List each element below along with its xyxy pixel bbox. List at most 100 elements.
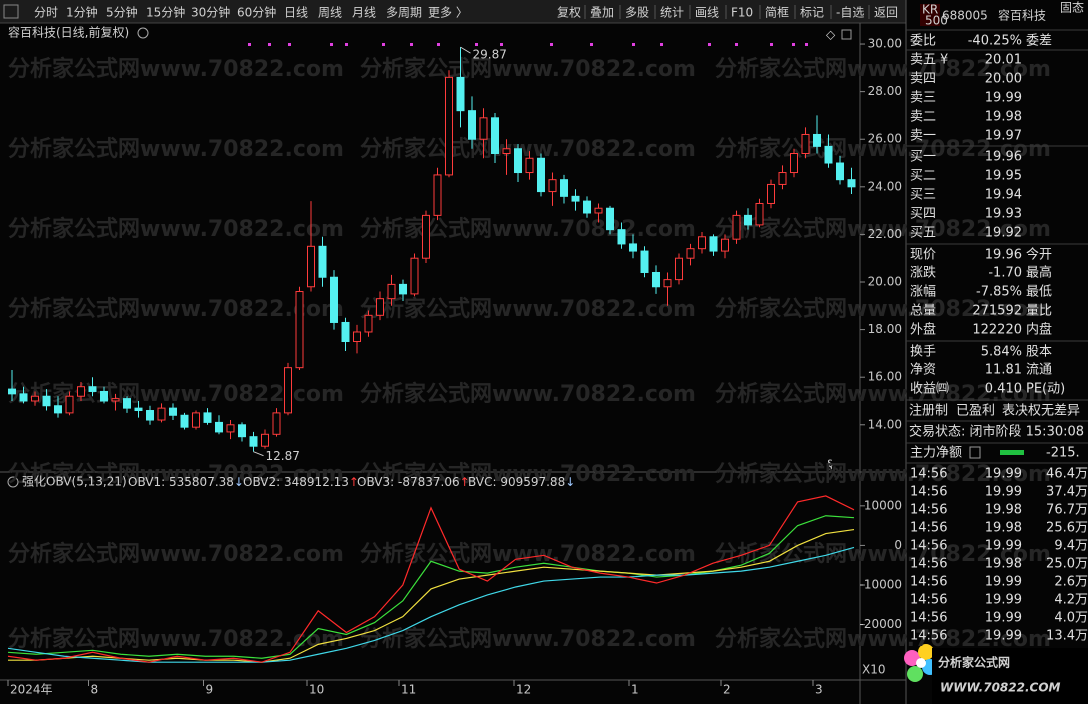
period-tab[interactable]: 月线 bbox=[352, 6, 376, 20]
candle-body bbox=[755, 202, 764, 226]
candle-body bbox=[249, 436, 258, 447]
logo-box bbox=[932, 648, 1088, 704]
book-price: 19.95 bbox=[985, 169, 1022, 184]
candle-body bbox=[42, 395, 51, 407]
tick-volume: 4.2万 bbox=[1054, 593, 1088, 608]
tool-button[interactable]: 标记 bbox=[800, 6, 824, 20]
y2-tick-label: -10000 bbox=[859, 578, 902, 592]
signal-dot bbox=[590, 43, 593, 46]
tool-button[interactable]: 复权 bbox=[557, 6, 581, 20]
watermark: 分析家公式网www.70822.com bbox=[715, 541, 1051, 567]
badge-text: KR bbox=[922, 3, 938, 17]
tool-button[interactable]: 多股 bbox=[625, 6, 649, 20]
candle-body bbox=[617, 229, 626, 245]
candle-body bbox=[744, 214, 752, 226]
signal-dot bbox=[805, 43, 808, 46]
book-label: 买一 bbox=[910, 150, 936, 165]
high-label: 29.87 bbox=[473, 48, 507, 62]
period-tab[interactable]: 1分钟 bbox=[66, 5, 98, 20]
badge bbox=[920, 4, 940, 26]
legend-part: 535807.38 bbox=[169, 475, 234, 489]
book-label: 卖五 bbox=[910, 53, 936, 68]
candle-body bbox=[560, 179, 568, 197]
indicator-title: 强化OBV(5,13,21) bbox=[22, 475, 127, 489]
y-tick-label: 28.00 bbox=[868, 84, 902, 98]
stat-label: 涨幅 bbox=[910, 285, 936, 300]
y-tick-label: 20.00 bbox=[868, 275, 902, 289]
watermark: 分析家公式网www.70822.com bbox=[360, 541, 696, 567]
candle-body bbox=[146, 410, 154, 421]
period-tab[interactable]: 日线 bbox=[284, 6, 308, 20]
candle-body bbox=[341, 321, 350, 342]
candle-body bbox=[767, 183, 775, 204]
tick-volume: 2.6万 bbox=[1054, 575, 1088, 590]
tick-price: 19.98 bbox=[985, 521, 1022, 536]
watermark: 分析家公式网www.70822.com bbox=[8, 626, 344, 652]
y-tick-label: 22.00 bbox=[868, 227, 902, 241]
info-tag: 表决权无差异 bbox=[1002, 403, 1080, 419]
tool-button[interactable]: 统计 bbox=[660, 6, 684, 20]
title-dropdown[interactable] bbox=[137, 27, 149, 39]
x-tick-label: 1 bbox=[631, 683, 639, 697]
book-price: 19.94 bbox=[985, 188, 1022, 203]
period-tab[interactable]: 30分钟 bbox=[191, 5, 230, 20]
tool-button[interactable]: F10 bbox=[731, 6, 753, 20]
period-tab[interactable]: 更多 〉 bbox=[428, 6, 468, 20]
stat-value: 5.84% bbox=[981, 345, 1022, 360]
legend-part: 348912.13 bbox=[284, 475, 349, 489]
candle-body bbox=[629, 243, 637, 252]
period-tab[interactable]: 周线 bbox=[318, 6, 342, 20]
tick-price: 19.99 bbox=[985, 539, 1022, 554]
stat-label: 外盘 bbox=[910, 322, 936, 338]
window-icon bbox=[841, 29, 852, 40]
signal-dot bbox=[770, 43, 773, 46]
tool-button[interactable]: 叠加 bbox=[590, 6, 614, 20]
legend-part: ↑ bbox=[460, 475, 470, 489]
indicator-dropdown[interactable] bbox=[7, 476, 19, 488]
chart-title: 容百科技(日线,前复权) bbox=[8, 25, 129, 40]
period-tab[interactable]: 分时 bbox=[34, 6, 58, 20]
x-tick-label: 9 bbox=[206, 683, 214, 697]
candle-body bbox=[675, 257, 683, 281]
legend-entry: BVC: 909597.88↓ bbox=[468, 475, 575, 489]
period-tab[interactable]: 60分钟 bbox=[237, 5, 276, 20]
candle-body bbox=[606, 207, 614, 231]
candle-body bbox=[364, 314, 373, 333]
period-tab[interactable]: 多周期 bbox=[386, 6, 422, 20]
stat-tail: 内盘 bbox=[1026, 322, 1052, 338]
watermark: 分析家公式网www.70822.com bbox=[8, 296, 344, 322]
tool-button[interactable]: 画线 bbox=[695, 6, 719, 20]
candle-body bbox=[732, 214, 741, 240]
period-tab[interactable]: 15分钟 bbox=[146, 5, 185, 20]
low-label: 12.87 bbox=[266, 449, 300, 463]
signal-mark: § bbox=[827, 458, 833, 472]
signal-dot bbox=[500, 43, 503, 46]
y-tick-label: 30.00 bbox=[868, 37, 902, 51]
candle-body bbox=[192, 412, 200, 428]
candle-body bbox=[238, 424, 246, 438]
ratio-label: 委比 bbox=[910, 34, 936, 49]
tick-price: 19.99 bbox=[985, 467, 1022, 482]
candle-body bbox=[525, 157, 534, 174]
petal bbox=[918, 644, 934, 660]
signal-dot bbox=[660, 43, 663, 46]
candle-body bbox=[19, 393, 28, 402]
book-price: 19.96 bbox=[985, 150, 1022, 165]
info-tag: 注册制 bbox=[909, 404, 948, 419]
tool-button[interactable]: 简框 bbox=[765, 6, 789, 20]
period-tab[interactable]: 5分钟 bbox=[106, 5, 138, 20]
candle-body bbox=[330, 276, 338, 323]
stat-tail: 今开 bbox=[1026, 247, 1052, 263]
candle-body bbox=[422, 214, 430, 259]
candle-body bbox=[445, 76, 453, 176]
tick-time: 14:56 bbox=[910, 575, 947, 590]
tool-button[interactable]: 返回 bbox=[874, 6, 898, 20]
legend-part: : bbox=[390, 475, 398, 489]
tick-volume: 76.7万 bbox=[1046, 503, 1088, 518]
y2-tick-label: 0 bbox=[894, 538, 902, 552]
tool-button[interactable]: -自选 bbox=[836, 6, 864, 20]
book-label: 卖一 bbox=[910, 129, 936, 144]
info-tag: 已盈利 bbox=[956, 404, 995, 419]
petal bbox=[907, 666, 923, 682]
